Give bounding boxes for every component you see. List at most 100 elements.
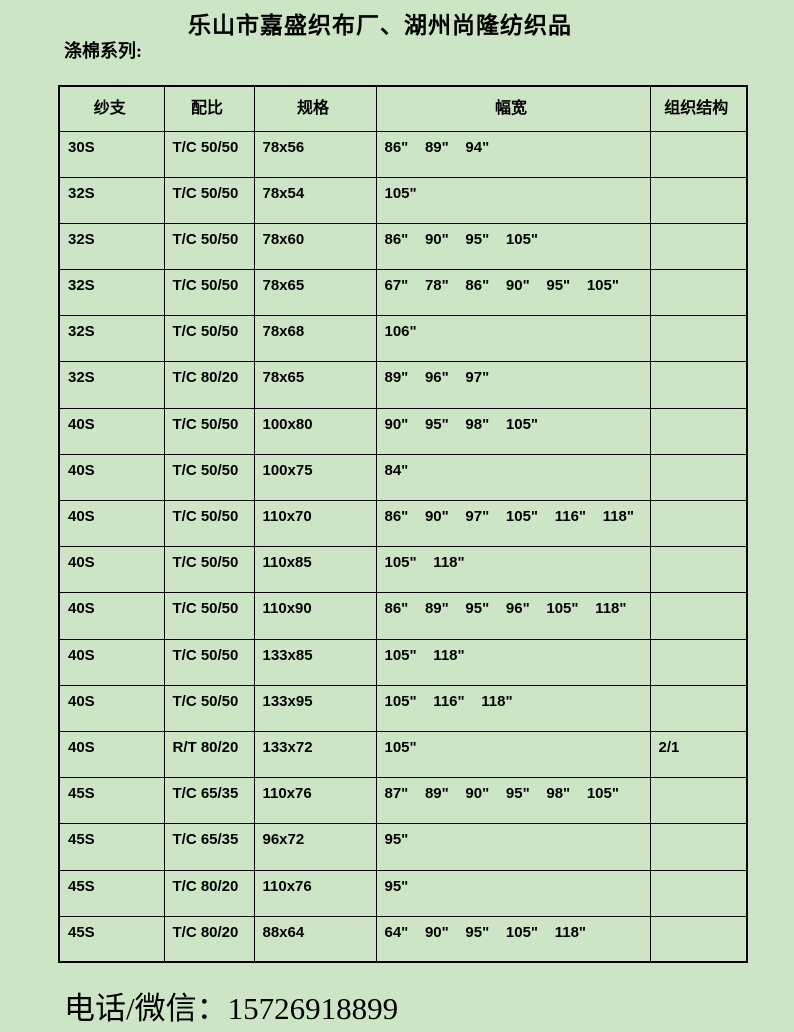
cell-spec: 110x90 bbox=[253, 592, 377, 640]
cell-weave bbox=[649, 638, 748, 686]
cell-spec: 78x60 bbox=[253, 222, 377, 271]
cell-yarn: 40S bbox=[58, 638, 165, 686]
cell-weave bbox=[649, 592, 748, 640]
cell-ratio: T/C 80/20 bbox=[163, 361, 255, 409]
cell-spec: 78x68 bbox=[253, 315, 377, 363]
cell-ratio: T/C 50/50 bbox=[163, 176, 255, 224]
cell-widths: 105" 118" bbox=[375, 546, 651, 594]
cell-yarn: 40S bbox=[58, 730, 165, 779]
cell-yarn: 32S bbox=[58, 361, 165, 409]
table-row: 40S T/C 50/50 110x70 86" 90" 97" 105" 116" … bbox=[58, 499, 748, 548]
table-row: 40S T/C 50/50 133x85 105" 118" bbox=[58, 638, 748, 686]
cell-ratio: T/C 80/20 bbox=[163, 869, 255, 917]
cell-spec: 133x72 bbox=[253, 730, 377, 779]
table-body: 30S T/C 50/50 78x56 86" 89" 94" 32S T/C 50/50… bbox=[58, 130, 748, 963]
cell-widths: 95" bbox=[375, 869, 651, 917]
cell-ratio: T/C 50/50 bbox=[163, 407, 255, 455]
table-row: 45S T/C 65/35 96x72 95" bbox=[58, 823, 748, 871]
cell-weave bbox=[649, 176, 748, 224]
cell-yarn: 40S bbox=[58, 592, 165, 640]
cell-weave bbox=[649, 915, 748, 963]
cell-weave bbox=[649, 130, 748, 178]
contact-info: 电话/微信：15726918899 bbox=[64, 991, 399, 1026]
cell-widths: 106" bbox=[375, 315, 651, 363]
cell-widths: 86" 90" 97" 105" 116" 118" bbox=[375, 499, 651, 548]
cell-yarn: 40S bbox=[58, 546, 165, 594]
table-row: 32S T/C 50/50 78x60 86" 90" 95" 105" bbox=[58, 222, 748, 271]
cell-widths: 84" bbox=[375, 453, 651, 502]
cell-weave bbox=[649, 407, 748, 455]
cell-spec: 110x76 bbox=[253, 869, 377, 917]
cell-yarn: 40S bbox=[58, 499, 165, 548]
cell-weave bbox=[649, 269, 748, 317]
cell-spec: 78x56 bbox=[253, 130, 377, 178]
table-row: 32S T/C 50/50 78x68 106" bbox=[58, 315, 748, 363]
cell-yarn: 40S bbox=[58, 684, 165, 732]
cell-widths: 105" bbox=[375, 730, 651, 779]
cell-ratio: T/C 65/35 bbox=[163, 777, 255, 825]
header-row: 纱支 配比 规格 幅宽 组织结构 bbox=[58, 85, 748, 132]
cell-yarn: 32S bbox=[58, 176, 165, 224]
cell-ratio: T/C 50/50 bbox=[163, 592, 255, 640]
col-header-spec: 规格 bbox=[253, 85, 377, 132]
cell-weave bbox=[649, 546, 748, 594]
cell-ratio: T/C 50/50 bbox=[163, 453, 255, 502]
table-row: 30S T/C 50/50 78x56 86" 89" 94" bbox=[58, 130, 748, 178]
page-title: 乐山市嘉盛织布厂、湖州尚隆纺织品 bbox=[188, 13, 572, 38]
cell-ratio: T/C 65/35 bbox=[163, 823, 255, 871]
cell-widths: 67" 78" 86" 90" 95" 105" bbox=[375, 269, 651, 317]
cell-spec: 110x70 bbox=[253, 499, 377, 548]
table-row: 45S T/C 80/20 88x64 64" 90" 95" 105" 118" bbox=[58, 915, 748, 963]
table-row: 40S T/C 50/50 133x95 105" 116" 118" bbox=[58, 684, 748, 732]
cell-spec: 133x85 bbox=[253, 638, 377, 686]
cell-ratio: T/C 50/50 bbox=[163, 638, 255, 686]
cell-weave bbox=[649, 684, 748, 732]
cell-weave bbox=[649, 777, 748, 825]
cell-widths: 95" bbox=[375, 823, 651, 871]
table-row: 40S T/C 50/50 100x75 84" bbox=[58, 453, 748, 502]
cell-yarn: 40S bbox=[58, 453, 165, 502]
cell-ratio: R/T 80/20 bbox=[163, 730, 255, 779]
col-header-fabric-width: 幅宽 bbox=[375, 85, 651, 132]
cell-widths: 86" 89" 95" 96" 105" 118" bbox=[375, 592, 651, 640]
product-table: 纱支 配比 规格 幅宽 组织结构 30S T/C 50/50 78x56 86" 89… bbox=[58, 85, 748, 964]
table-row: 40S T/C 50/50 100x80 90" 95" 98" 105" bbox=[58, 407, 748, 455]
cell-yarn: 45S bbox=[58, 869, 165, 917]
table-row: 32S T/C 50/50 78x65 67" 78" 86" 90" 95" 105… bbox=[58, 269, 748, 317]
cell-widths: 86" 89" 94" bbox=[375, 130, 651, 178]
cell-weave bbox=[649, 361, 748, 409]
cell-spec: 78x54 bbox=[253, 176, 377, 224]
cell-weave bbox=[649, 869, 748, 917]
col-header-blend-ratio: 配比 bbox=[163, 85, 255, 132]
cell-ratio: T/C 50/50 bbox=[163, 130, 255, 178]
cell-weave bbox=[649, 499, 748, 548]
cell-spec: 100x80 bbox=[253, 407, 377, 455]
table-row: 45S T/C 80/20 110x76 95" bbox=[58, 869, 748, 917]
cell-spec: 100x75 bbox=[253, 453, 377, 502]
cell-widths: 105" 118" bbox=[375, 638, 651, 686]
cell-weave bbox=[649, 823, 748, 871]
cell-yarn: 30S bbox=[58, 130, 165, 178]
cell-widths: 105" bbox=[375, 176, 651, 224]
cell-widths: 87" 89" 90" 95" 98" 105" bbox=[375, 777, 651, 825]
cell-weave bbox=[649, 453, 748, 502]
col-header-yarn-count: 纱支 bbox=[58, 85, 165, 132]
cell-yarn: 32S bbox=[58, 269, 165, 317]
table-row: 40S T/C 50/50 110x85 105" 118" bbox=[58, 546, 748, 594]
cell-widths: 86" 90" 95" 105" bbox=[375, 222, 651, 271]
cell-yarn: 32S bbox=[58, 315, 165, 363]
cell-widths: 89" 96" 97" bbox=[375, 361, 651, 409]
cell-widths: 90" 95" 98" 105" bbox=[375, 407, 651, 455]
cell-widths: 64" 90" 95" 105" 118" bbox=[375, 915, 651, 963]
cell-widths: 105" 116" 118" bbox=[375, 684, 651, 732]
cell-spec: 78x65 bbox=[253, 269, 377, 317]
cell-weave: 2/1 bbox=[649, 730, 748, 779]
cell-yarn: 45S bbox=[58, 915, 165, 963]
cell-spec: 110x85 bbox=[253, 546, 377, 594]
cell-spec: 110x76 bbox=[253, 777, 377, 825]
cell-yarn: 45S bbox=[58, 777, 165, 825]
cell-weave bbox=[649, 315, 748, 363]
cell-spec: 88x64 bbox=[253, 915, 377, 963]
table-row: 32S T/C 80/20 78x65 89" 96" 97" bbox=[58, 361, 748, 409]
cell-ratio: T/C 50/50 bbox=[163, 499, 255, 548]
